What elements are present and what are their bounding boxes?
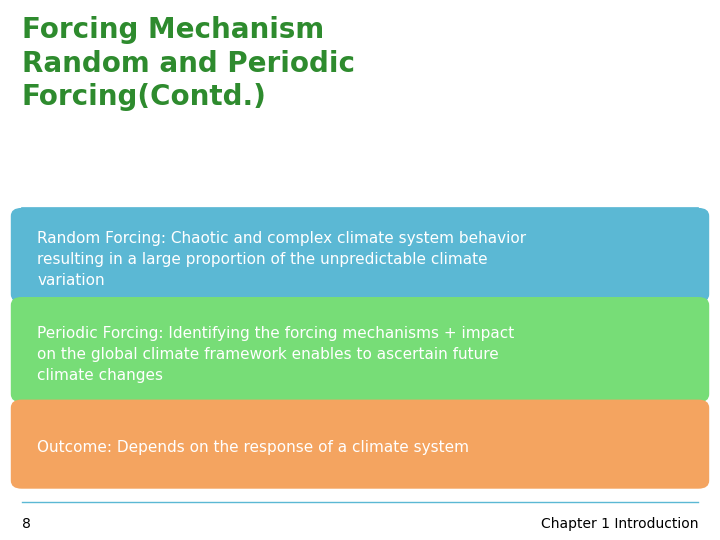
Text: Random Forcing: Chaotic and complex climate system behavior
resulting in a large: Random Forcing: Chaotic and complex clim… — [37, 231, 526, 288]
Text: Forcing Mechanism
Random and Periodic
Forcing(Contd.): Forcing Mechanism Random and Periodic Fo… — [22, 16, 355, 111]
Text: Chapter 1 Introduction: Chapter 1 Introduction — [541, 517, 698, 531]
FancyBboxPatch shape — [11, 297, 709, 402]
Text: 8: 8 — [22, 517, 30, 531]
FancyBboxPatch shape — [11, 400, 709, 489]
Text: Periodic Forcing: Identifying the forcing mechanisms + impact
on the global clim: Periodic Forcing: Identifying the forcin… — [37, 326, 515, 383]
FancyBboxPatch shape — [11, 208, 709, 302]
Text: Outcome: Depends on the response of a climate system: Outcome: Depends on the response of a cl… — [37, 440, 469, 455]
